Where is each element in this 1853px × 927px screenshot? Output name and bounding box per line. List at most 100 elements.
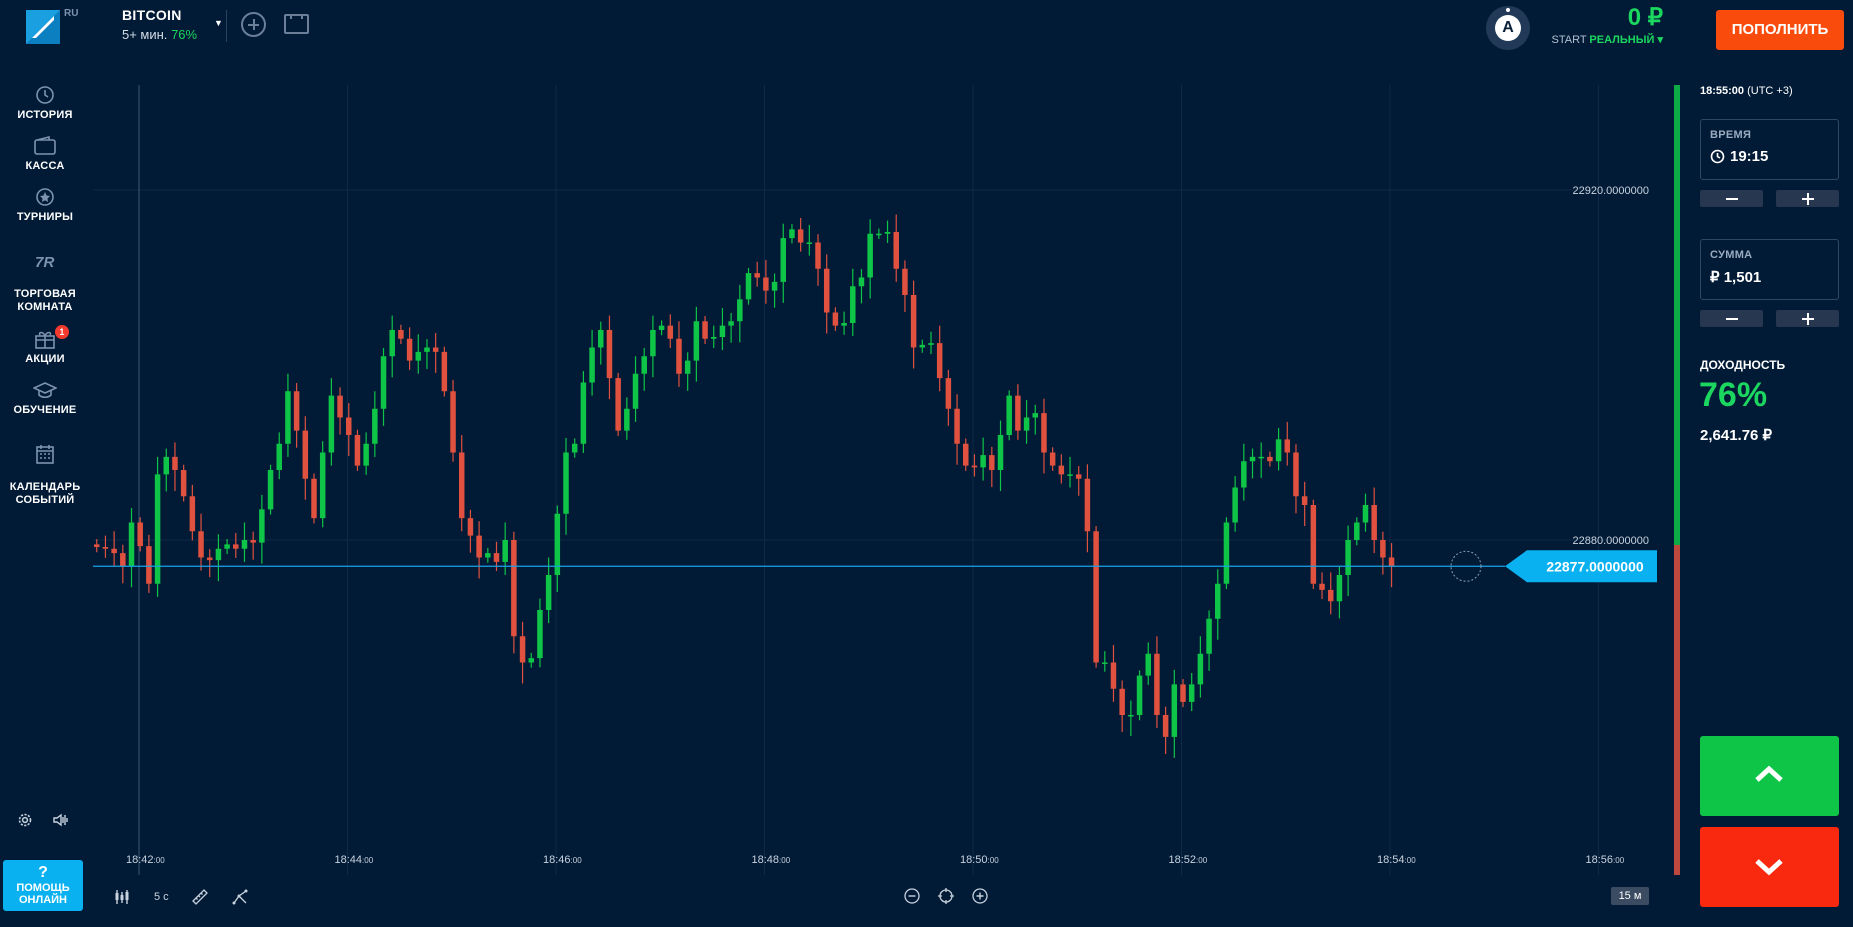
sidebar-item-label: ИСТОРИЯ	[17, 109, 73, 121]
notification-badge: 1	[55, 325, 69, 339]
candle-body	[650, 330, 656, 357]
zoom-in-icon[interactable]	[971, 887, 989, 905]
amount-decrease-button[interactable]	[1700, 310, 1763, 327]
call-up-button[interactable]	[1700, 736, 1839, 816]
candle-body	[346, 417, 352, 435]
chart-layout-button[interactable]	[284, 14, 309, 34]
candle-body	[693, 321, 700, 361]
candle-body	[919, 344, 926, 348]
drawing-tool-icon[interactable]	[231, 888, 249, 906]
put-down-button[interactable]	[1700, 827, 1839, 907]
candle-body	[250, 540, 256, 543]
sidebar-item-education[interactable]: ОБУЧЕНИЕ	[0, 380, 90, 416]
sidebar-item-calendar[interactable]: КАЛЕНДАРЬ СОБЫТИЙ	[0, 431, 90, 507]
candle-body	[745, 273, 752, 300]
candle-body	[1241, 461, 1247, 488]
candlestick-type-icon[interactable]	[114, 888, 132, 906]
time-label: ВРЕМЯ	[1710, 129, 1752, 141]
candle-body	[241, 540, 248, 549]
candle-body	[624, 408, 630, 431]
amount-value[interactable]: ₽ 1,501	[1710, 269, 1762, 286]
amount-field[interactable]: СУММА ₽ 1,501	[1700, 239, 1839, 300]
candle-body	[389, 330, 395, 357]
x-tick-time: 18:42	[126, 854, 154, 866]
candle-body	[1067, 474, 1073, 476]
status-dot	[1506, 8, 1510, 12]
amount-label: СУММА	[1710, 249, 1753, 261]
candle-body	[111, 548, 117, 554]
candle-body	[1232, 487, 1238, 523]
candle-body	[615, 378, 621, 431]
candle-body	[710, 337, 717, 339]
interval-selector[interactable]: 5 с	[154, 891, 169, 903]
sidebar-item-history[interactable]: ИСТОРИЯ	[0, 85, 90, 121]
divider	[226, 10, 227, 42]
sentiment-bar-sell	[1674, 545, 1680, 875]
candle-body	[728, 321, 734, 326]
current-price-tag	[1505, 550, 1657, 583]
candle-body	[563, 452, 569, 514]
time-increase-button[interactable]	[1776, 190, 1839, 207]
candle-body	[363, 443, 369, 466]
balance-display[interactable]: 0 ₽ START РЕАЛЬНЫЙ ▾	[1552, 3, 1663, 46]
candle-body	[771, 281, 778, 291]
payout-label: ДОХОДНОСТЬ	[1700, 358, 1786, 372]
sidebar-item-cashier[interactable]: КАССА	[0, 136, 90, 172]
candle-body	[189, 496, 196, 532]
candle-body	[198, 531, 204, 558]
candle-body	[945, 378, 952, 409]
candle-body	[267, 470, 274, 510]
help-online-button[interactable]: ? ПОМОЩЬ ОНЛАЙН	[3, 860, 83, 911]
candle-body	[519, 636, 526, 663]
trading-room-icon: 7R	[35, 254, 54, 271]
asset-payout: 76%	[171, 27, 198, 42]
candle-body	[467, 518, 474, 536]
account-prefix: START	[1551, 34, 1587, 46]
asset-info: 5+ мин. 76%	[122, 27, 197, 42]
brand-logo[interactable]	[26, 10, 60, 44]
ruler-icon[interactable]	[191, 888, 209, 906]
amount-increase-button[interactable]	[1776, 310, 1839, 327]
add-asset-button[interactable]	[241, 12, 266, 37]
candle-body	[1093, 531, 1099, 663]
deposit-button[interactable]: ПОПОЛНИТЬ	[1716, 10, 1844, 50]
asset-name: BITCOIN	[122, 7, 182, 23]
candle-body	[1032, 413, 1039, 418]
sidebar-item-trading-room[interactable]: 7R ТОРГОВАЯ КОМНАТА	[0, 238, 90, 314]
candle-body	[337, 395, 343, 418]
chevron-down-icon[interactable]: ▼	[214, 18, 223, 28]
expiry-time-field[interactable]: ВРЕМЯ 19:15	[1700, 119, 1839, 180]
candle-body	[997, 435, 1004, 470]
candle-body	[676, 338, 682, 374]
account-type-selector[interactable]: START РЕАЛЬНЫЙ ▾	[1552, 33, 1663, 46]
asset-expiry: 5+ мин.	[122, 27, 168, 42]
timeframe-selector[interactable]: 15 м	[1611, 887, 1649, 905]
gear-icon[interactable]	[16, 811, 34, 829]
zoom-reset-icon[interactable]	[937, 887, 955, 905]
candle-body	[832, 312, 839, 326]
zoom-out-icon[interactable]	[903, 887, 921, 905]
candle-body	[537, 610, 543, 659]
current-price-label: 22877.0000000	[1546, 558, 1644, 574]
candle-body	[224, 544, 230, 549]
account-avatar[interactable]: A	[1486, 6, 1530, 50]
candle-body	[598, 330, 604, 348]
x-tick-time: 18:48	[752, 854, 780, 866]
candle-body	[1275, 439, 1282, 462]
candle-body	[128, 522, 135, 567]
sidebar-item-tournaments[interactable]: ТУРНИРЫ	[0, 187, 90, 223]
payout-percent: 76%	[1699, 376, 1768, 414]
asset-selector[interactable]: BITCOIN 5+ мин. 76%	[122, 7, 197, 42]
candle-body	[180, 470, 187, 497]
sidebar-item-promotions[interactable]: 1 АКЦИИ	[0, 325, 90, 365]
x-tick-seconds: :00	[571, 856, 583, 865]
sound-icon[interactable]	[52, 811, 70, 829]
x-tick-label: 18:44:00	[335, 854, 374, 866]
sidebar-item-label: АКЦИИ	[25, 353, 65, 365]
time-decrease-button[interactable]	[1700, 190, 1763, 207]
region-label: RU	[64, 8, 79, 19]
candle-body	[763, 277, 769, 291]
candle-body	[502, 540, 508, 562]
candle-body	[1180, 684, 1186, 702]
